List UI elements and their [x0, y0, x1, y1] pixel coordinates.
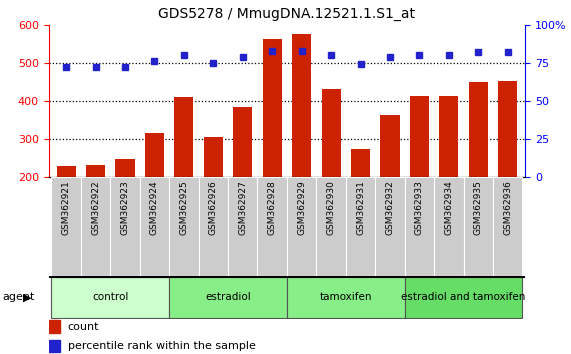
Bar: [145, 133, 164, 177]
Text: count: count: [67, 322, 99, 332]
Bar: [169, 177, 199, 276]
Text: percentile rank within the sample: percentile rank within the sample: [67, 341, 255, 351]
Text: GSM362924: GSM362924: [150, 180, 159, 235]
Text: GSM362922: GSM362922: [91, 180, 100, 235]
Bar: [174, 97, 194, 177]
Text: GSM362928: GSM362928: [268, 180, 277, 235]
Bar: [204, 137, 223, 177]
Bar: [493, 177, 522, 276]
Bar: [287, 177, 316, 276]
Bar: [115, 159, 135, 177]
Text: GSM362927: GSM362927: [238, 180, 247, 235]
Text: control: control: [92, 292, 128, 302]
Text: ▶: ▶: [23, 292, 31, 302]
Bar: [410, 96, 429, 177]
Text: GSM362936: GSM362936: [503, 180, 512, 235]
Bar: [346, 177, 375, 276]
Bar: [86, 165, 105, 177]
Bar: [434, 177, 464, 276]
Bar: [405, 177, 434, 276]
Bar: [316, 177, 346, 276]
Bar: [57, 166, 76, 177]
Text: GSM362923: GSM362923: [120, 180, 130, 235]
Text: GSM362925: GSM362925: [179, 180, 188, 235]
Bar: [49, 320, 61, 333]
Bar: [380, 115, 400, 177]
Text: GSM362921: GSM362921: [62, 180, 71, 235]
Text: tamoxifen: tamoxifen: [320, 292, 372, 302]
Text: GSM362934: GSM362934: [444, 180, 453, 235]
Bar: [169, 277, 287, 318]
Text: GSM362926: GSM362926: [209, 180, 218, 235]
Bar: [263, 39, 282, 177]
Bar: [199, 177, 228, 276]
Bar: [51, 177, 81, 276]
Bar: [110, 177, 140, 276]
Text: agent: agent: [3, 292, 35, 302]
Text: GSM362933: GSM362933: [415, 180, 424, 235]
Text: GSM362930: GSM362930: [327, 180, 336, 235]
Bar: [287, 277, 405, 318]
Bar: [498, 81, 517, 177]
Text: GSM362929: GSM362929: [297, 180, 306, 235]
Title: GDS5278 / MmugDNA.12521.1.S1_at: GDS5278 / MmugDNA.12521.1.S1_at: [158, 7, 416, 21]
Text: GSM362935: GSM362935: [474, 180, 482, 235]
Bar: [321, 90, 341, 177]
Bar: [469, 82, 488, 177]
Text: GSM362931: GSM362931: [356, 180, 365, 235]
Bar: [375, 177, 405, 276]
Bar: [258, 177, 287, 276]
Bar: [140, 177, 169, 276]
Bar: [49, 340, 61, 352]
Bar: [439, 96, 459, 177]
Bar: [292, 34, 311, 177]
Bar: [51, 277, 169, 318]
Bar: [233, 107, 252, 177]
Bar: [405, 277, 522, 318]
Text: estradiol and tamoxifen: estradiol and tamoxifen: [401, 292, 526, 302]
Bar: [351, 149, 370, 177]
Bar: [228, 177, 258, 276]
Text: estradiol: estradiol: [205, 292, 251, 302]
Bar: [464, 177, 493, 276]
Bar: [81, 177, 110, 276]
Text: GSM362932: GSM362932: [385, 180, 395, 235]
